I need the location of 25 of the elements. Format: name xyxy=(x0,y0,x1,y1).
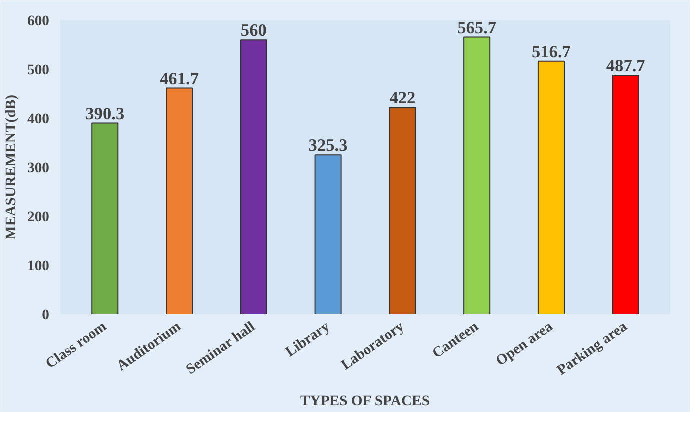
data-label: 390.3 xyxy=(86,104,125,124)
y-tick-label: 200 xyxy=(28,210,50,226)
bar xyxy=(240,40,268,314)
data-label: 560 xyxy=(240,21,267,40)
data-label: 422 xyxy=(390,88,416,108)
y-tick-label: 500 xyxy=(28,62,50,78)
bar xyxy=(389,107,416,314)
bar xyxy=(612,75,640,314)
bar xyxy=(538,60,565,314)
bar xyxy=(92,122,119,314)
data-label: 461.7 xyxy=(160,69,200,88)
bar xyxy=(464,36,491,314)
data-label: 487.7 xyxy=(606,56,646,76)
bar xyxy=(314,154,342,314)
y-tick-label: 300 xyxy=(28,160,50,176)
data-label: 565.7 xyxy=(458,18,497,38)
x-axis-title: TYPES OF SPACES xyxy=(300,393,430,410)
y-tick-label: 600 xyxy=(28,14,50,30)
y-tick-label: 100 xyxy=(28,258,50,274)
x-tick-label: Open area xyxy=(493,318,557,370)
y-tick-label: 400 xyxy=(28,112,50,128)
bar xyxy=(166,88,194,314)
data-label: 516.7 xyxy=(532,42,572,62)
data-label: 325.3 xyxy=(308,136,348,156)
y-axis-title: MEASUREMENT(dB) xyxy=(4,94,20,240)
